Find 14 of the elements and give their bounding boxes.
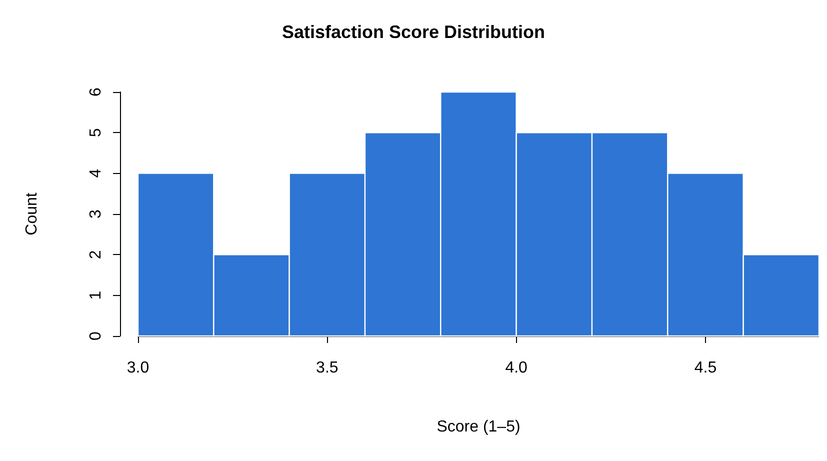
x-axis-title: Score (1–5) [436,418,520,436]
y-axis-title: Count [24,192,40,236]
y-tick-label: 2 [88,250,104,260]
y-tick-label: 1 [88,290,104,300]
y-tick-label: 3 [88,209,104,218]
x-tick-label: 3.5 [316,360,338,376]
y-tick-label: 5 [88,128,104,138]
chart-title: Satisfaction Score Distribution [282,22,546,42]
y-tick-label: 4 [88,168,104,178]
x-tick-label: 4.0 [505,360,528,376]
x-tick-label: 3.0 [126,360,150,376]
y-tick-label: 6 [88,87,104,96]
x-tick-label: 4.5 [694,360,717,376]
y-tick-label: 0 [88,331,104,340]
